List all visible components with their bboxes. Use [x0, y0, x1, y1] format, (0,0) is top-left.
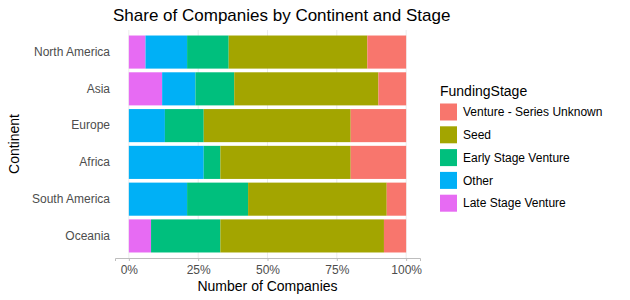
bar: [367, 36, 406, 69]
y-tick: Europe: [71, 118, 115, 132]
y-tick-label: South America: [32, 192, 110, 206]
bar: [146, 36, 188, 69]
x-tick-label: 75%: [325, 263, 349, 277]
x-tick: 25%: [187, 258, 211, 277]
x-tick-mark: [129, 258, 130, 261]
bar: [129, 109, 165, 142]
legend-label: Venture - Series Unknown: [463, 105, 602, 119]
legend-key: [440, 149, 457, 166]
chart-container: 0% 25% 50% 75% 100% North America Asia Europe Af…: [0, 0, 630, 300]
x-tick-label: 25%: [187, 263, 211, 277]
bar: [248, 183, 387, 216]
x-tick: 75%: [325, 258, 349, 277]
bar: [151, 219, 220, 252]
legend: FundingStage Venture - Series Unknown Seed…: [440, 83, 602, 212]
bar: [387, 183, 406, 216]
bar: [187, 183, 248, 216]
legend-label: Early Stage Venture: [463, 151, 570, 165]
y-tick-label: Oceania: [65, 229, 110, 243]
x-tick-label: 0%: [121, 263, 139, 277]
y-tick-label: Europe: [71, 118, 110, 132]
bar: [351, 109, 406, 142]
x-tick-mark: [337, 258, 338, 261]
bar: [129, 72, 162, 105]
x-tick-mark: [198, 258, 199, 261]
legend-label: Other: [463, 174, 493, 188]
legend-key: [440, 195, 457, 212]
bar: [129, 219, 151, 252]
chart-svg: 0% 25% 50% 75% 100% North America Asia Europe Af…: [0, 0, 630, 300]
y-tick: Africa: [79, 155, 115, 169]
y-axis-title: Continent: [6, 114, 22, 174]
x-axis-title: Number of Companies: [197, 278, 337, 294]
bar: [204, 109, 351, 142]
y-tick: North America: [34, 45, 115, 59]
title: Share of Companies by Continent and Stag…: [113, 6, 450, 25]
bar: [351, 146, 406, 179]
x-tick-label: 50%: [256, 263, 280, 277]
legend-key: [440, 126, 457, 143]
x-tick: 50%: [256, 258, 280, 277]
y-tick: South America: [32, 192, 115, 206]
y-tick-label: North America: [34, 45, 110, 59]
bar: [187, 36, 229, 69]
grid: [129, 30, 406, 258]
legend-title: FundingStage: [440, 83, 527, 99]
bar: [220, 219, 384, 252]
bar: [378, 72, 406, 105]
bar: [129, 146, 204, 179]
bar: [162, 72, 195, 105]
bar: [195, 72, 234, 105]
x-tick-label: 100%: [391, 263, 422, 277]
y-axis: North America Asia Europe Africa South Ameri…: [32, 45, 115, 243]
legend-label: Late Stage Venture: [463, 196, 566, 210]
y-tick-label: Asia: [87, 82, 111, 96]
legend-key: [440, 104, 457, 121]
x-tick-mark: [406, 258, 407, 261]
y-tick-label: Africa: [79, 155, 110, 169]
x-axis: 0% 25% 50% 75% 100%: [116, 258, 423, 277]
bar: [220, 146, 350, 179]
bar: [234, 72, 378, 105]
y-tick: Asia: [87, 82, 115, 96]
x-tick-mark: [268, 258, 269, 261]
x-axis-line: [116, 259, 421, 262]
x-tick: 0%: [121, 258, 139, 277]
bar: [129, 36, 146, 69]
y-tick: Oceania: [65, 229, 115, 243]
bar: [204, 146, 221, 179]
legend-label: Seed: [463, 128, 491, 142]
bars: [129, 36, 406, 253]
bar: [384, 219, 406, 252]
x-tick: 100%: [391, 258, 422, 277]
legend-key: [440, 172, 457, 189]
bar: [129, 183, 187, 216]
bar: [229, 36, 368, 69]
bar: [165, 109, 204, 142]
